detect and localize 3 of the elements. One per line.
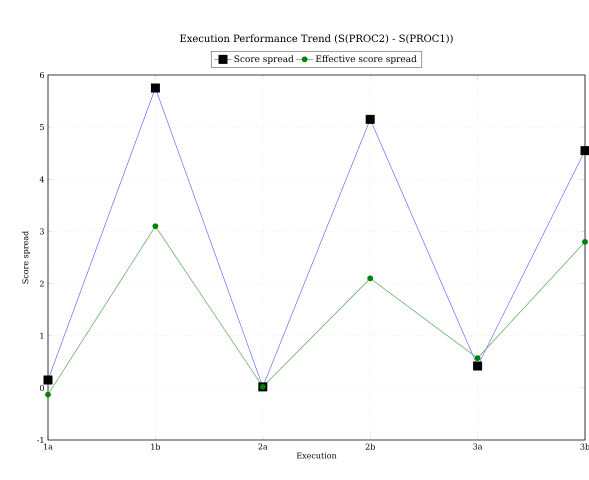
legend-label: Score spread — [234, 55, 294, 64]
chart-title: Execution Performance Trend (S(PROC2) - S(PROC1)) — [180, 34, 453, 44]
legend-label: Effective score spread — [316, 55, 417, 64]
